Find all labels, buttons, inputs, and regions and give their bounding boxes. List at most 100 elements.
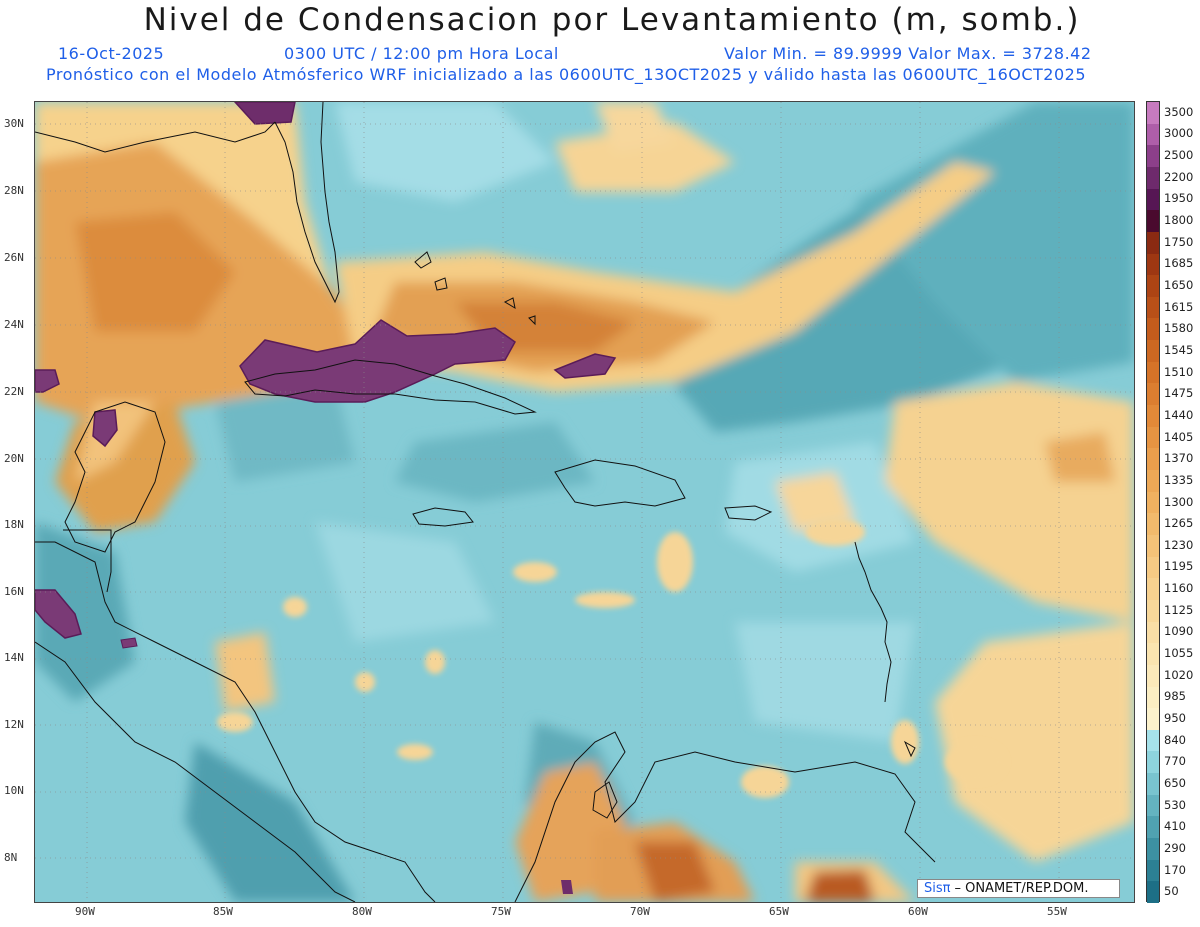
credit-brand: Sisπ <box>924 881 951 896</box>
colorbar-label: 650 <box>1164 775 1186 790</box>
colorbar-label: 1160 <box>1164 581 1194 596</box>
lat-label: 28N <box>4 184 24 197</box>
colorbar-segment <box>1147 664 1159 687</box>
colorbar-label: 1335 <box>1164 472 1194 487</box>
colorbar-segment <box>1147 166 1159 190</box>
lat-label: 22N <box>4 385 24 398</box>
colorbar-segment <box>1147 491 1159 514</box>
colorbar-segment <box>1147 253 1159 276</box>
lon-label: 55W <box>1047 905 1067 918</box>
colorbar-label: 1800 <box>1164 213 1194 228</box>
colorbar-segment <box>1147 275 1159 298</box>
colorbar-label: 1195 <box>1164 559 1194 574</box>
colorbar-label: 3000 <box>1164 126 1194 141</box>
colorbar-segment <box>1147 729 1159 752</box>
colorbar-segment <box>1147 513 1159 536</box>
colorbar-segment <box>1147 470 1159 493</box>
colorbar-label: 770 <box>1164 754 1186 769</box>
colorbar-segment <box>1147 361 1159 384</box>
colorbar-segment <box>1147 881 1159 904</box>
colorbar-segment <box>1147 426 1159 449</box>
colorbar-label: 170 <box>1164 862 1186 877</box>
colorbar-segment <box>1147 123 1159 146</box>
lon-label: 70W <box>630 905 650 918</box>
lon-label: 65W <box>769 905 789 918</box>
colorbar-segment <box>1147 448 1159 471</box>
colorbar-segment <box>1147 859 1159 882</box>
colorbar-segment <box>1147 578 1159 601</box>
min-max-values: Valor Min. = 89.9999 Valor Max. = 3728.4… <box>724 44 1092 63</box>
colorbar-label: 985 <box>1164 689 1186 704</box>
colorbar-segment <box>1147 145 1159 168</box>
colorbar-segment <box>1147 383 1159 406</box>
colorbar-segment <box>1147 188 1159 211</box>
colorbar-label: 2200 <box>1164 169 1194 184</box>
lon-label: 85W <box>213 905 233 918</box>
colorbar-label: 530 <box>1164 797 1186 812</box>
lat-label: 18N <box>4 518 24 531</box>
chart-title: Nivel de Condensacion por Levantamiento … <box>143 2 1081 38</box>
colorbar-label: 1475 <box>1164 386 1194 401</box>
colorbar-label: 1685 <box>1164 256 1194 271</box>
lat-label: 20N <box>4 452 24 465</box>
lat-label: 24N <box>4 318 24 331</box>
lat-label: 10N <box>4 784 24 797</box>
credit-text: – ONAMET/REP.DOM. <box>954 881 1089 896</box>
colorbar-segment <box>1147 621 1159 644</box>
model-description: Pronóstico con el Modelo Atmósferico WRF… <box>46 65 1087 84</box>
forecast-time: 0300 UTC / 12:00 pm Hora Local <box>284 44 559 63</box>
colorbar-label: 1510 <box>1164 364 1194 379</box>
colorbar-segment <box>1147 534 1159 558</box>
colorbar-label: 290 <box>1164 840 1186 855</box>
lon-label: 75W <box>491 905 511 918</box>
colorbar-label: 950 <box>1164 710 1186 725</box>
colorbar-label: 1125 <box>1164 602 1194 617</box>
map-panel <box>34 101 1135 903</box>
colorbar-segment <box>1147 708 1159 731</box>
colorbar-label: 1230 <box>1164 537 1194 552</box>
colorbar-segment <box>1147 231 1159 255</box>
forecast-date: 16-Oct-2025 <box>58 44 165 63</box>
colorbar-label: 1370 <box>1164 451 1194 466</box>
colorbar-segment <box>1147 318 1159 341</box>
colorbar-label: 1545 <box>1164 342 1194 357</box>
colorbar-label: 1055 <box>1164 646 1194 661</box>
colorbar-segment <box>1147 102 1159 125</box>
colorbar-label: 840 <box>1164 732 1186 747</box>
colorbar-segment <box>1147 751 1159 774</box>
colorbar-label: 410 <box>1164 819 1186 834</box>
colorbar-label: 1020 <box>1164 667 1194 682</box>
colorbar-label: 1750 <box>1164 234 1194 249</box>
colorbar-label: 1440 <box>1164 407 1194 422</box>
credit-box: Sisπ – ONAMET/REP.DOM. <box>917 879 1120 898</box>
colorbar-segment <box>1147 838 1159 861</box>
colorbar-label: 1090 <box>1164 624 1194 639</box>
colorbar-segment <box>1147 773 1159 796</box>
lat-label: 16N <box>4 585 24 598</box>
lat-label: 14N <box>4 651 24 664</box>
lon-label: 80W <box>352 905 372 918</box>
colorbar-label: 50 <box>1164 884 1179 899</box>
colorbar-label: 2500 <box>1164 148 1194 163</box>
colorbar-segment <box>1147 405 1159 428</box>
lat-label: 8N <box>4 851 18 864</box>
colorbar-label: 1615 <box>1164 299 1194 314</box>
colorbar-label: 1580 <box>1164 321 1194 336</box>
colorbar-label: 1950 <box>1164 191 1194 206</box>
colorbar-segment <box>1147 296 1159 319</box>
map-field <box>35 102 1134 902</box>
lat-label: 12N <box>4 718 24 731</box>
colorbar-segment <box>1147 556 1159 579</box>
colorbar-segment <box>1147 816 1159 839</box>
colorbar-segment <box>1147 686 1159 709</box>
lat-label: 30N <box>4 117 24 130</box>
lon-label: 60W <box>908 905 928 918</box>
colorbar-segment <box>1147 210 1159 233</box>
colorbar-segment <box>1147 643 1159 666</box>
lat-label: 26N <box>4 251 24 264</box>
colorbar-segment <box>1147 794 1159 817</box>
colorbar-label: 1650 <box>1164 278 1194 292</box>
colorbar-label: 3500 <box>1164 104 1194 119</box>
colorbar-segment <box>1147 340 1159 363</box>
colorbar-label: 1265 <box>1164 516 1194 531</box>
